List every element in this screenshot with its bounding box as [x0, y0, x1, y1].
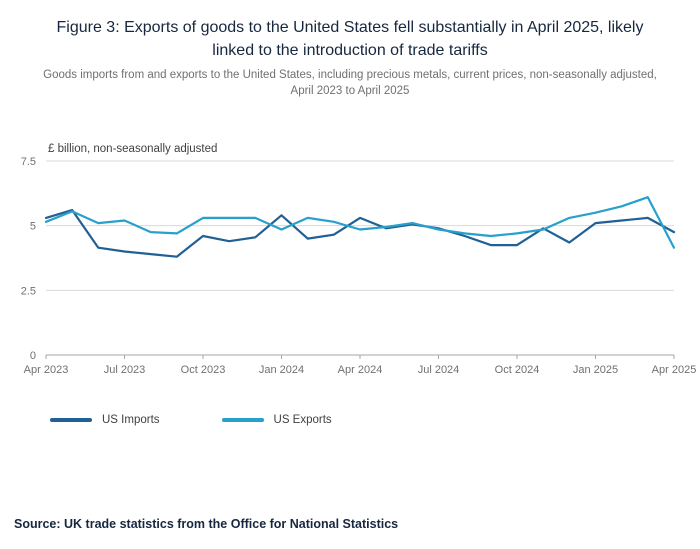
- y-tick-label: 2.5: [21, 286, 36, 298]
- x-tick-label: Oct 2024: [495, 364, 540, 376]
- x-tick-label: Apr 2025: [652, 364, 697, 376]
- x-tick-label: Oct 2023: [181, 364, 226, 376]
- x-tick-label: Jul 2023: [104, 364, 146, 376]
- y-axis-unit-label: £ billion, non-seasonally adjusted: [48, 143, 218, 156]
- series-line-us-imports: [44, 209, 676, 259]
- x-tick-label: Jul 2024: [418, 364, 460, 376]
- x-tick-label: Apr 2024: [338, 364, 383, 376]
- legend-label-us-imports: US Imports: [102, 414, 160, 427]
- figure-subtitle: Goods imports from and exports to the Un…: [43, 69, 657, 97]
- legend-item-us-imports: US Imports: [50, 414, 160, 426]
- y-tick-label: 0: [30, 350, 36, 362]
- chart-svg: 0 2.5 5 7.5 Apr 2023 Jul 2023 Oct 2023 Jan 2024…: [21, 156, 697, 376]
- y-tick-label: 7.5: [21, 156, 36, 168]
- source-note: Source: UK trade statistics from the Off…: [14, 517, 399, 531]
- x-tick-label: Apr 2023: [24, 364, 69, 376]
- series-line-us-exports: [44, 196, 676, 250]
- chart-legend: US Imports US Exports: [50, 414, 688, 426]
- figure-title: Figure 3: Exports of goods to the United…: [56, 19, 644, 60]
- legend-swatch-us-imports: [50, 418, 92, 423]
- legend-label-us-exports: US Exports: [273, 414, 332, 427]
- legend-item-us-exports: US Exports: [221, 414, 332, 427]
- chart-area: £ billion, non-seasonally adjusted 0 2.5 5…: [12, 141, 697, 388]
- y-tick-label: 5: [30, 221, 36, 233]
- legend-swatch-us-exports: [221, 418, 264, 423]
- x-tick-label: Jan 2025: [573, 364, 618, 376]
- x-tick-label: Jan 2024: [259, 364, 304, 376]
